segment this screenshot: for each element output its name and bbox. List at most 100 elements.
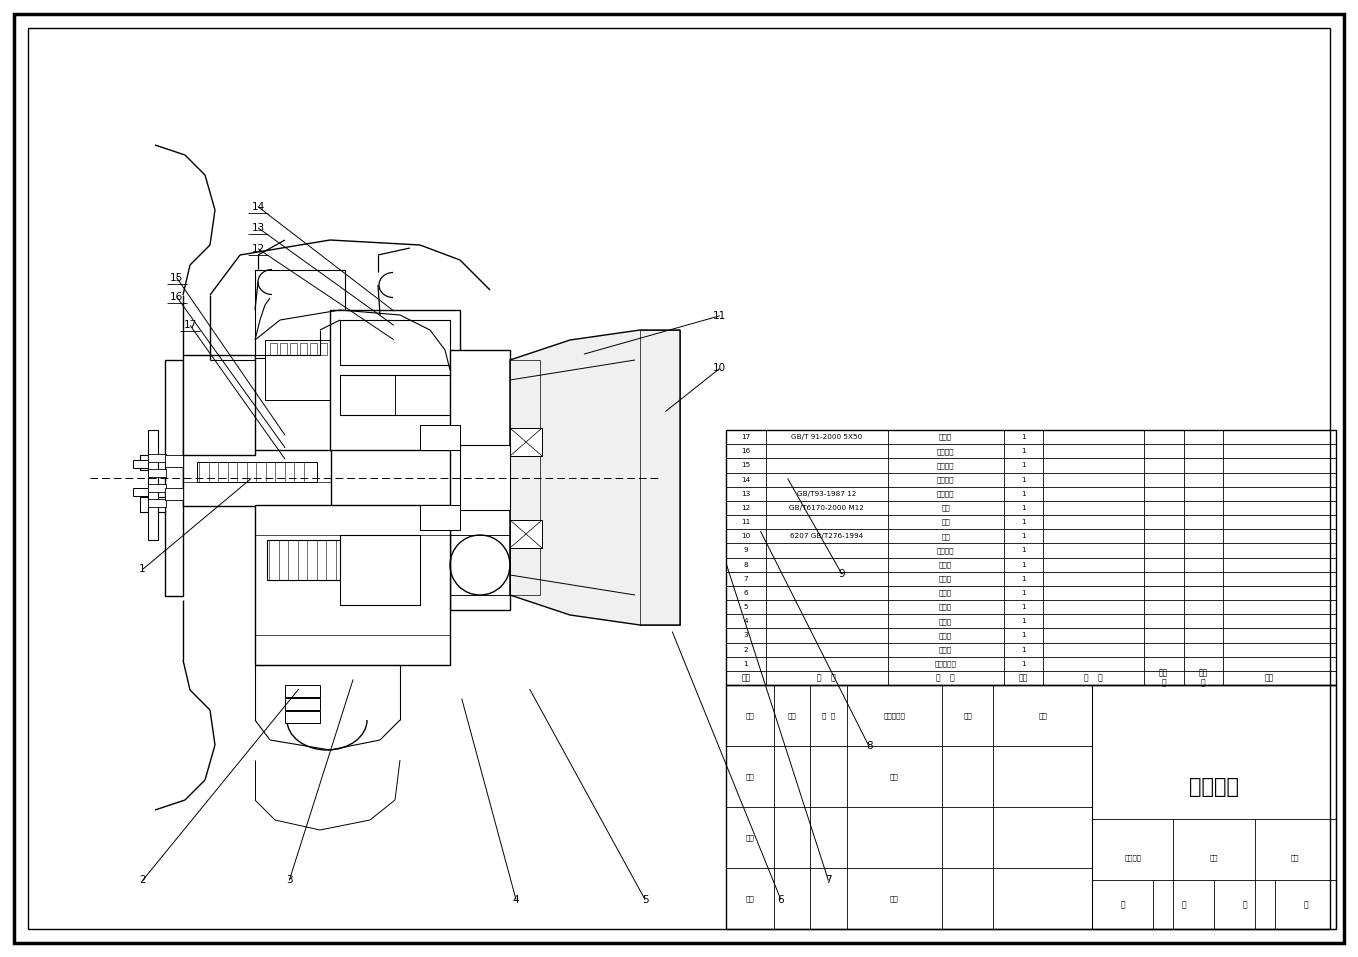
Text: 7: 7 xyxy=(744,576,748,582)
Text: 制动盘: 制动盘 xyxy=(938,604,952,611)
Text: 1: 1 xyxy=(140,565,145,574)
Bar xyxy=(420,505,460,530)
Text: 车轮总体: 车轮总体 xyxy=(1190,777,1238,797)
Bar xyxy=(330,310,460,450)
Text: 锁紧螺母: 锁紧螺母 xyxy=(937,448,955,455)
Text: 1: 1 xyxy=(1021,519,1025,525)
Bar xyxy=(183,450,331,506)
Text: 长短花键轴: 长短花键轴 xyxy=(934,660,956,667)
Polygon shape xyxy=(511,330,680,625)
Text: 13: 13 xyxy=(251,223,265,233)
Text: 共: 共 xyxy=(1120,901,1124,909)
Text: 10: 10 xyxy=(713,364,727,373)
Text: 1: 1 xyxy=(1021,562,1025,568)
Text: 螺母: 螺母 xyxy=(941,504,951,511)
Bar xyxy=(449,350,511,610)
Text: 5: 5 xyxy=(642,895,648,904)
Bar xyxy=(460,445,511,510)
Bar xyxy=(197,462,316,482)
Bar xyxy=(511,365,550,595)
Text: 2: 2 xyxy=(744,647,748,653)
Bar xyxy=(300,343,307,355)
Text: 长居轴: 长居轴 xyxy=(938,575,952,582)
Text: 1: 1 xyxy=(1021,505,1025,511)
Text: 1: 1 xyxy=(1021,477,1025,482)
Text: 固定帽: 固定帽 xyxy=(938,561,952,568)
Bar xyxy=(255,270,345,358)
Text: 数量: 数量 xyxy=(1018,674,1028,682)
Text: 后轮毂: 后轮毂 xyxy=(938,646,952,653)
Text: 1: 1 xyxy=(1021,533,1025,539)
Text: 1: 1 xyxy=(1021,660,1025,667)
Bar xyxy=(255,635,449,665)
Text: 16: 16 xyxy=(741,448,751,455)
Bar xyxy=(420,425,460,450)
Text: 7: 7 xyxy=(826,876,831,885)
Text: 张: 张 xyxy=(1304,901,1308,909)
Bar xyxy=(340,535,420,605)
Text: 处数: 处数 xyxy=(788,712,796,719)
Bar xyxy=(285,685,320,697)
Text: 1: 1 xyxy=(1021,434,1025,440)
Text: 工艺: 工艺 xyxy=(746,895,754,901)
Bar xyxy=(511,360,540,595)
Text: 14: 14 xyxy=(741,477,751,482)
Bar xyxy=(255,505,449,665)
Text: 9: 9 xyxy=(744,547,748,553)
Text: 材    料: 材 料 xyxy=(1084,674,1103,682)
Text: 1: 1 xyxy=(1021,618,1025,624)
Text: 签名: 签名 xyxy=(963,712,972,719)
Bar xyxy=(340,375,395,415)
Bar xyxy=(449,350,511,610)
Text: 张: 张 xyxy=(1181,901,1186,909)
Bar xyxy=(291,343,297,355)
Text: 序号: 序号 xyxy=(741,674,751,682)
Text: 1: 1 xyxy=(744,660,748,667)
Text: 12: 12 xyxy=(251,244,265,254)
Text: 6: 6 xyxy=(744,590,748,596)
Bar xyxy=(166,360,183,596)
Bar xyxy=(270,343,277,355)
Text: 设计: 设计 xyxy=(746,773,754,780)
Text: 小齿轮: 小齿轮 xyxy=(938,633,952,638)
Text: 备注: 备注 xyxy=(1264,674,1274,682)
Bar xyxy=(265,340,335,400)
Text: 弹簧垒片: 弹簧垒片 xyxy=(937,490,955,497)
Text: 1: 1 xyxy=(1021,604,1025,610)
Text: 1: 1 xyxy=(1021,590,1025,596)
Text: 止推居圈: 止推居圈 xyxy=(937,547,955,554)
Bar xyxy=(1092,685,1336,929)
Text: 11: 11 xyxy=(713,311,727,321)
Text: 1: 1 xyxy=(1021,633,1025,638)
Bar xyxy=(320,343,327,355)
Text: 1: 1 xyxy=(1021,547,1025,553)
Bar xyxy=(285,698,320,710)
Text: 批准: 批准 xyxy=(889,895,899,901)
Text: 1: 1 xyxy=(1021,448,1025,455)
Bar xyxy=(183,450,331,482)
Text: 标注: 标注 xyxy=(889,773,899,780)
Bar xyxy=(511,520,542,548)
Bar xyxy=(148,469,166,477)
Bar xyxy=(449,535,511,595)
Text: 6: 6 xyxy=(778,895,784,904)
Text: 批准标记: 批准标记 xyxy=(1124,855,1141,861)
Text: 审核: 审核 xyxy=(746,835,754,841)
Bar xyxy=(511,428,542,456)
Bar xyxy=(340,320,449,365)
Text: 锁紧居圈: 锁紧居圈 xyxy=(937,462,955,469)
Bar xyxy=(640,330,680,625)
Bar xyxy=(166,360,183,596)
Bar xyxy=(166,488,183,500)
Bar xyxy=(395,375,449,415)
Text: GB/T6170-2000 M12: GB/T6170-2000 M12 xyxy=(789,505,864,511)
Bar xyxy=(148,430,158,540)
Bar xyxy=(727,430,1336,685)
Text: 单重
量: 单重 量 xyxy=(1158,668,1168,688)
Text: 花母: 花母 xyxy=(941,519,951,525)
Bar xyxy=(133,488,148,496)
Bar xyxy=(340,535,420,605)
Bar xyxy=(460,445,511,510)
Bar xyxy=(727,685,1336,929)
Bar xyxy=(340,375,449,415)
